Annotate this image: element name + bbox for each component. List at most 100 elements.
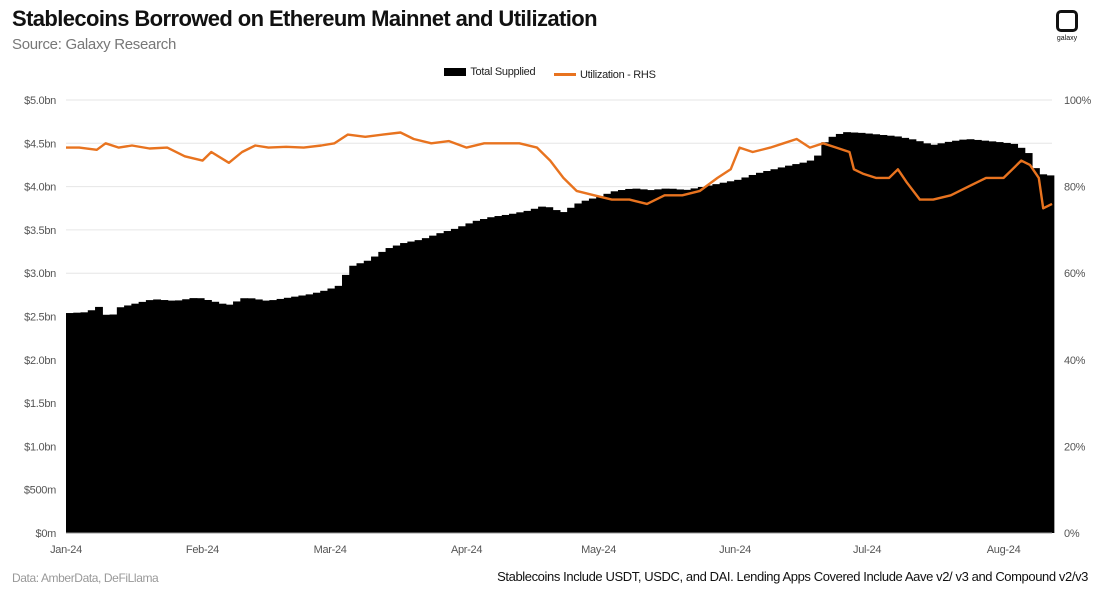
bar-total-supplied (668, 188, 677, 533)
bar-total-supplied (276, 298, 285, 533)
bar-total-supplied (734, 179, 743, 533)
bar-total-supplied (741, 177, 750, 533)
bar-total-supplied (80, 312, 89, 533)
bar-total-supplied (923, 143, 931, 533)
bar-total-supplied (305, 294, 314, 533)
bar-total-supplied (479, 219, 488, 533)
y-right-tick-label: 80% (1064, 182, 1086, 194)
y-left-tick-label: $5.0bn (24, 95, 56, 107)
bar-total-supplied (1046, 175, 1055, 533)
bar-total-supplied (102, 314, 111, 533)
bar-total-supplied (312, 292, 321, 533)
bar-total-supplied (349, 265, 358, 533)
x-tick-label: Jul-24 (853, 544, 881, 556)
bar-total-supplied (559, 212, 568, 533)
bar-total-supplied (690, 188, 699, 534)
bar-total-supplied (785, 165, 793, 533)
bar-total-supplied (378, 251, 387, 533)
bar-total-supplied (639, 189, 648, 533)
bar-total-supplied (356, 263, 365, 533)
bar-total-supplied (131, 303, 140, 533)
bar-total-supplied (1002, 142, 1011, 533)
bar-total-supplied (211, 301, 220, 533)
legend-label-total-supplied: Total Supplied (470, 66, 536, 78)
bar-total-supplied (196, 298, 205, 533)
bar-total-supplied (124, 305, 132, 533)
y-left-tick-label: $1.5bn (24, 398, 56, 410)
bar-total-supplied (400, 243, 408, 533)
bar-total-supplied (218, 303, 227, 533)
bar-total-supplied (567, 207, 576, 534)
bar-total-supplied (145, 300, 154, 533)
bar-total-supplied (697, 186, 706, 534)
bar-total-supplied (712, 184, 721, 533)
bar-total-supplied (189, 298, 198, 533)
x-axis: Jan-24 Feb-24 Mar-24 Apr-24 May-24 Jun-24 Jul-… (50, 532, 1052, 556)
bar-total-supplied (254, 299, 263, 533)
y-right-tick-label: 100% (1064, 95, 1091, 107)
bar-total-supplied (617, 190, 626, 534)
bar-total-supplied (182, 299, 191, 533)
y-left-tick-label: $4.0bn (24, 182, 56, 194)
bar-total-supplied (385, 248, 394, 533)
bar-total-supplied (959, 139, 968, 533)
logo-text: galaxy (1056, 35, 1078, 42)
bar-total-supplied (73, 312, 82, 533)
x-tick-label: Apr-24 (451, 544, 482, 556)
y-right-tick-label: 0% (1064, 528, 1080, 540)
bar-total-supplied (458, 226, 467, 533)
bar-total-supplied (450, 228, 459, 533)
bar-total-supplied (930, 144, 939, 534)
bar-total-supplied (821, 142, 830, 533)
bar-total-supplied (1017, 147, 1026, 533)
bar-total-supplied (995, 142, 1004, 534)
x-tick-label: Aug-24 (987, 544, 1021, 556)
bar-total-supplied (407, 241, 416, 533)
bar-total-supplied (1031, 168, 1040, 533)
bar-total-supplied (988, 141, 997, 533)
bar-total-supplied (872, 134, 881, 533)
bar-total-supplied (95, 306, 103, 533)
bar-total-supplied (828, 136, 837, 533)
bar-total-supplied (835, 133, 844, 533)
bar-total-supplied (719, 182, 728, 533)
x-tick-label: Feb-24 (186, 544, 219, 556)
bar-total-supplied (523, 210, 532, 533)
bar-total-supplied (901, 137, 910, 533)
x-tick-label: May-24 (581, 544, 616, 556)
legend: Total Supplied Utilization - RHS (0, 66, 1100, 81)
bar-total-supplied (283, 297, 292, 533)
galaxy-logo-icon (1056, 10, 1078, 32)
bar-total-supplied (581, 200, 590, 533)
y-left-tick-label: $0m (36, 528, 57, 540)
bar-total-supplied (392, 245, 401, 534)
bar-total-supplied (683, 189, 692, 533)
bar-total-supplied (472, 220, 481, 533)
bar-total-supplied (363, 260, 372, 533)
bar-total-supplied (494, 216, 503, 533)
legend-label-utilization: Utilization - RHS (580, 68, 656, 81)
bar-total-supplied (755, 172, 764, 533)
bar-total-supplied (806, 160, 815, 533)
y-left-tick-label: $3.5bn (24, 225, 56, 237)
bar-total-supplied (465, 223, 474, 533)
bar-total-supplied (973, 139, 982, 533)
bar-total-supplied (262, 300, 270, 533)
bar-total-supplied (632, 188, 641, 533)
bar-total-supplied (138, 301, 147, 533)
y-left-tick-label: $3.0bn (24, 268, 56, 280)
bar-total-supplied (371, 256, 379, 533)
y-left-tick-label: $2.5bn (24, 312, 56, 324)
bar-total-supplied (864, 133, 873, 533)
bar-total-supplied (857, 132, 866, 533)
y-left-tick-label: $1.0bn (24, 441, 56, 453)
bar-total-supplied (298, 295, 307, 533)
bar-total-supplied (879, 134, 888, 534)
bar-total-supplied (748, 174, 757, 534)
y-right-tick-label: 20% (1064, 441, 1086, 453)
bar-total-supplied (160, 300, 169, 533)
legend-item-total-supplied: Total Supplied (444, 66, 536, 78)
bar-total-supplied (116, 307, 125, 533)
bar-total-supplied (726, 181, 735, 533)
bar-total-supplied (893, 136, 902, 533)
